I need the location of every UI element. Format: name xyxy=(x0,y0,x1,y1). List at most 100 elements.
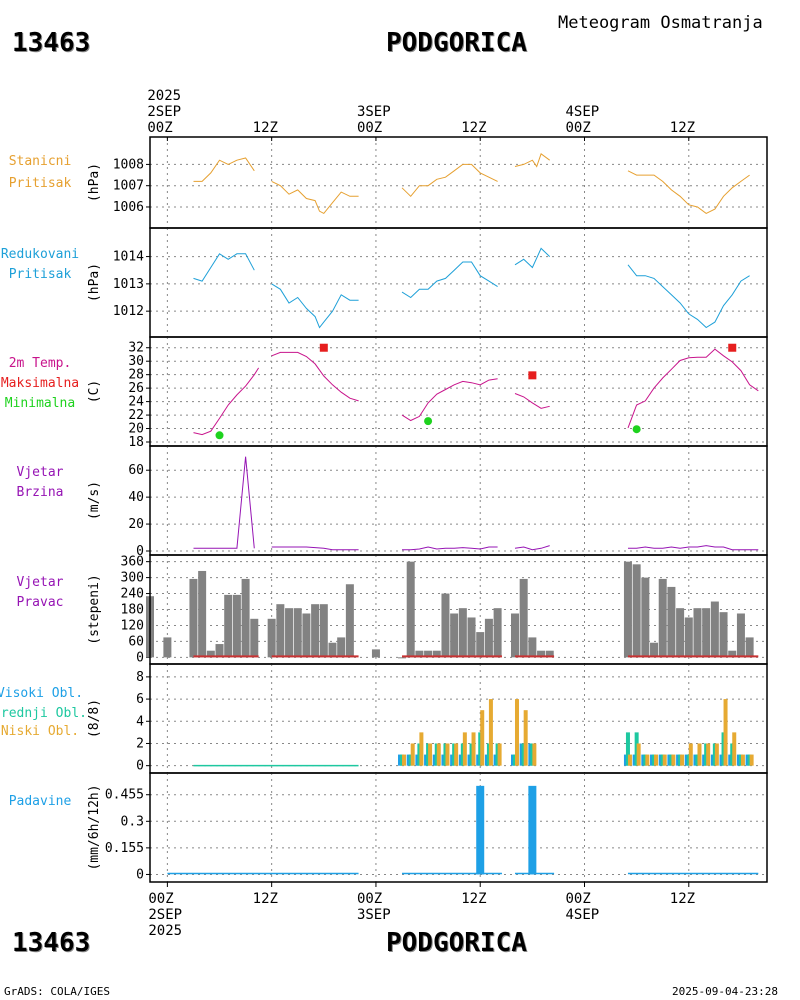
cloud-bar xyxy=(497,743,502,766)
series-line xyxy=(193,367,260,436)
grads-credit: GrADS: COLA/IGES xyxy=(4,985,110,998)
direction-bar xyxy=(510,613,519,658)
direction-bar xyxy=(710,601,719,658)
direction-bar xyxy=(458,608,467,658)
direction-bar xyxy=(424,650,433,658)
time-label-bottom: 00Z xyxy=(148,891,173,907)
panel-label: Niski Obl. xyxy=(1,724,79,739)
series-line xyxy=(514,247,551,269)
panel-frame xyxy=(149,772,768,883)
series-line xyxy=(402,546,498,551)
y-tick-label: 32 xyxy=(128,341,144,356)
y-tick-label: 0 xyxy=(136,544,144,559)
cloud-bar xyxy=(636,743,641,766)
direction-bar xyxy=(224,594,233,658)
panel-unit-label: (hPa) xyxy=(87,263,102,302)
panel-label: Padavine xyxy=(9,794,72,809)
cloud-bar xyxy=(645,754,650,766)
y-tick-label: 1006 xyxy=(113,200,144,215)
direction-bar xyxy=(684,617,693,658)
y-tick-label: 20 xyxy=(128,422,144,437)
direction-bar xyxy=(676,608,685,658)
time-label-top: 00Z xyxy=(566,120,591,136)
cloud-bar xyxy=(697,743,702,766)
direction-bar xyxy=(415,650,424,658)
panel-unit-label: (m/s) xyxy=(87,481,102,520)
time-label-bottom: 00Z xyxy=(357,891,382,907)
direction-bar xyxy=(450,613,459,658)
y-tick-label: 1007 xyxy=(113,179,144,194)
y-tick-label: 1008 xyxy=(113,157,144,172)
y-tick-label: 8 xyxy=(136,670,144,685)
direction-bar xyxy=(528,637,537,658)
panel-unit-label: (hPa) xyxy=(87,163,102,202)
y-tick-label: 0.3 xyxy=(121,814,144,829)
min-temp-marker xyxy=(424,417,433,426)
panel-label: Srednji Obl. xyxy=(0,706,87,721)
direction-bar xyxy=(441,593,450,658)
panel-unit-label: (C) xyxy=(87,380,102,403)
direction-bar xyxy=(163,637,172,658)
cloud-bar xyxy=(723,699,728,766)
direction-bar xyxy=(398,657,407,659)
cloud-bar xyxy=(410,743,415,766)
time-label-bottom: 2025 xyxy=(148,923,182,939)
cloud-bar xyxy=(749,754,754,766)
y-tick-label: 22 xyxy=(128,408,144,423)
y-tick-label: 0 xyxy=(136,650,144,665)
panel-label: Vjetar xyxy=(17,465,64,480)
panel-label: Pritisak xyxy=(9,267,72,282)
cloud-bar xyxy=(732,732,737,766)
panel-label: Pritisak xyxy=(9,176,72,191)
y-tick-label: 18 xyxy=(128,435,144,450)
direction-bar xyxy=(215,644,224,658)
panel-label: 2m Temp. xyxy=(9,356,72,371)
cloud-bar xyxy=(654,754,659,766)
station-id-top: 13463 xyxy=(12,28,91,58)
direction-bar xyxy=(545,650,554,658)
direction-bar xyxy=(206,650,215,658)
panel-unit-label: (mm/6h/12h) xyxy=(87,784,102,870)
precip-bar xyxy=(476,785,485,875)
direction-bar xyxy=(476,632,485,658)
y-tick-label: 60 xyxy=(128,463,144,478)
series-line xyxy=(627,348,759,429)
y-tick-label: 1013 xyxy=(113,277,144,292)
cloud-bar xyxy=(680,754,685,766)
series-line xyxy=(514,152,550,168)
direction-bar xyxy=(467,617,476,658)
time-label-top: 3SEP xyxy=(357,104,391,120)
min-temp-marker xyxy=(632,425,641,434)
y-tick-label: 0.455 xyxy=(105,788,144,803)
time-label-bottom: 2SEP xyxy=(148,907,182,923)
time-label-top: 12Z xyxy=(253,120,278,136)
panel-frame xyxy=(149,445,768,556)
y-tick-label: 6 xyxy=(136,692,144,707)
direction-bar xyxy=(493,608,502,658)
series-line xyxy=(193,253,255,282)
direction-bar xyxy=(276,604,285,658)
y-tick-label: 60 xyxy=(128,634,144,649)
time-label-top: 2SEP xyxy=(147,104,181,120)
direction-bar xyxy=(658,578,667,658)
panel-frame xyxy=(149,136,768,229)
direction-bar xyxy=(241,578,250,658)
direction-bar xyxy=(537,650,546,658)
direction-bar xyxy=(702,608,711,658)
panel-label: Brzina xyxy=(17,485,64,500)
direction-bar xyxy=(432,650,441,658)
time-label-top: 4SEP xyxy=(566,104,600,120)
direction-bar xyxy=(623,561,632,658)
cloud-bar xyxy=(428,743,433,766)
cloud-bar xyxy=(671,754,676,766)
precip-bar xyxy=(528,785,537,875)
direction-bar xyxy=(641,577,650,658)
footer-timestamp: 2025-09-04-23:28 xyxy=(672,985,778,998)
cloud-bar xyxy=(436,743,441,766)
y-tick-label: 180 xyxy=(121,603,144,618)
series-line xyxy=(271,351,359,402)
panel-label: Pravac xyxy=(17,595,64,610)
time-label-bottom: 00Z xyxy=(566,891,591,907)
direction-bar xyxy=(406,561,415,658)
